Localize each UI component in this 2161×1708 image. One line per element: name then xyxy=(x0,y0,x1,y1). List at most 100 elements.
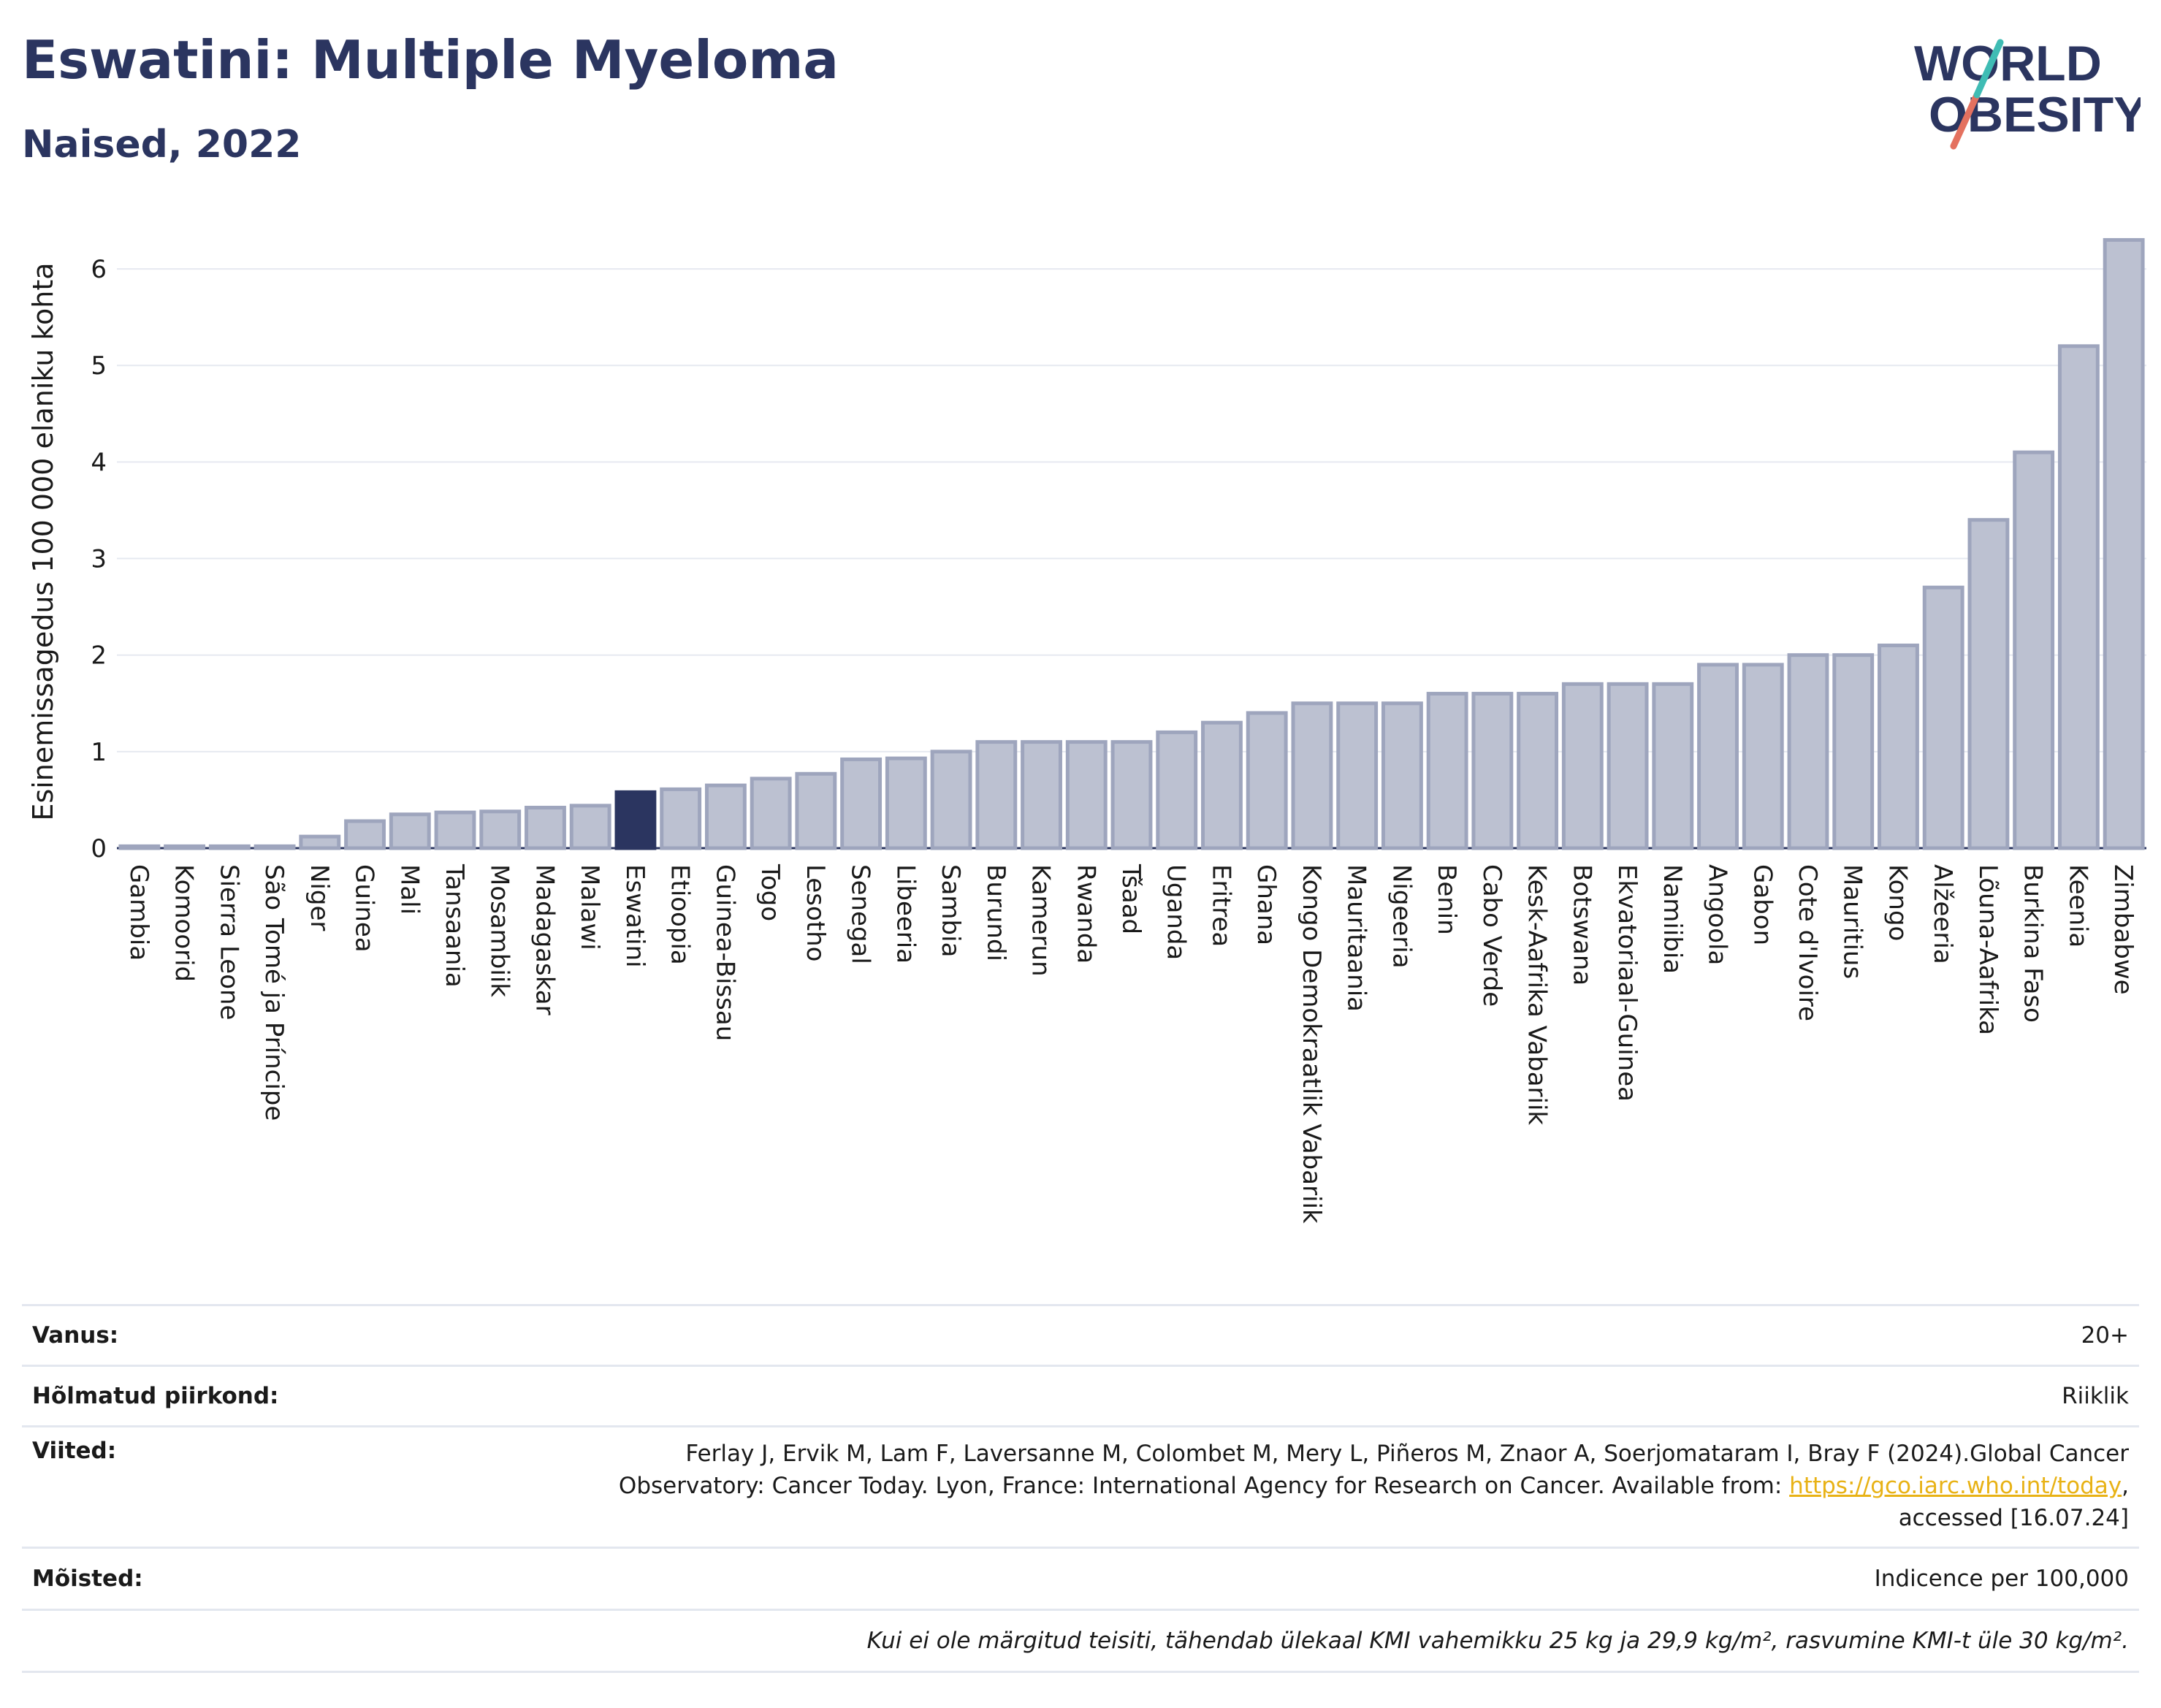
x-tick-label: Cote d'Ivoire xyxy=(1793,864,1822,1021)
bar-chart: 0 1 2 3 4 5 6 Gambia Komoorid Sierra Leone São To… xyxy=(27,237,2146,1224)
x-tick-label: Mauritius xyxy=(1838,864,1867,979)
info-table: Vanus: 20+ Hõlmatud piirkond: Riiklik Vi… xyxy=(22,1304,2139,1673)
bar-cabo-verde xyxy=(1471,692,1514,850)
bar-lesotho xyxy=(795,771,837,850)
x-tick-label: Etioopia xyxy=(666,864,695,965)
x-tick-label: Nigeeria xyxy=(1387,864,1416,969)
bar-libeeria xyxy=(885,756,927,850)
x-tick-label: Rwanda xyxy=(1071,864,1100,964)
bar-gabon xyxy=(1742,663,1784,850)
bar-niger xyxy=(299,834,341,850)
x-tick-label: Libeeria xyxy=(891,864,920,964)
bar-keenia xyxy=(2057,344,2100,850)
x-tick-label: São Tomé ja Príncipe xyxy=(259,864,289,1121)
x-tick-label: Gambia xyxy=(124,864,153,961)
age-label: Vanus: xyxy=(32,1322,119,1349)
chart-title: Eswatini: Multiple Myeloma xyxy=(22,29,839,91)
bar-cote-d-ivoire xyxy=(1787,653,1829,850)
y-tick-label: 3 xyxy=(91,545,107,574)
bars xyxy=(118,237,2145,850)
bar-kesk-aafrika-vabariik xyxy=(1517,692,1559,850)
bar-benin xyxy=(1426,692,1468,850)
y-tick-label: 6 xyxy=(91,255,107,284)
logo-text-obesity: OBESITY xyxy=(1929,87,2141,142)
x-tick-label: Malawi xyxy=(575,864,604,950)
x-tick-label: Kamerun xyxy=(1026,864,1056,977)
bar-mauritius xyxy=(1832,653,1875,850)
y-axis-label: Esinemissagedus 100 000 elaniku kohta xyxy=(27,262,59,820)
bar-togo xyxy=(750,777,792,850)
age-value: 20+ xyxy=(2081,1322,2129,1349)
x-tick-label: Komoorid xyxy=(169,864,199,982)
bar-mali xyxy=(389,812,431,850)
bar-sambia xyxy=(930,750,972,850)
x-tick-label: Eritrea xyxy=(1206,864,1235,947)
regions-label: Hõlmatud piirkond: xyxy=(32,1383,279,1409)
bar-ghana xyxy=(1246,711,1288,850)
x-tick-label: Namiibia xyxy=(1658,864,1687,974)
bar-kamerun xyxy=(1021,740,1062,850)
y-tick-label: 1 xyxy=(91,738,107,767)
info-row-age: Vanus: 20+ xyxy=(22,1304,2139,1365)
logo-text-world: WORLD xyxy=(1914,36,2102,91)
info-row-definitions: Mõisted: Indicence per 100,000 xyxy=(22,1547,2139,1609)
x-tick-label: Cabo Verde xyxy=(1477,864,1506,1007)
bar-guinea-bissau xyxy=(704,783,747,850)
bar-gambia xyxy=(118,844,161,850)
footnote: Kui ei ole märgitud teisiti, tähendab ül… xyxy=(866,1628,2129,1654)
x-tick-label: Ekvatoriaal-Guinea xyxy=(1612,864,1642,1102)
x-tick-label: Zimbabwe xyxy=(2108,864,2138,995)
bar-komoorid xyxy=(164,844,206,850)
bar-kongo-demokraatlik-vabariik xyxy=(1291,701,1333,850)
bar-burundi xyxy=(975,740,1018,850)
x-tick-label: Gabon xyxy=(1748,864,1777,945)
x-tick-label: Burundi xyxy=(981,864,1010,961)
refs-link[interactable]: https://gco.iarc.who.int/today xyxy=(1789,1473,2122,1499)
bar-t-aad xyxy=(1110,740,1153,850)
x-tick-label: Guinea xyxy=(350,864,379,953)
x-tick-label: Madagaskar xyxy=(530,864,559,1015)
bar-malawi xyxy=(569,804,611,850)
x-tick-label: Togo xyxy=(755,863,785,921)
bar-etioopia xyxy=(660,787,702,850)
y-tick-label: 4 xyxy=(91,448,107,477)
bar-namiibia xyxy=(1652,682,1694,850)
bar-angoola xyxy=(1697,663,1739,850)
bar-al-eeria xyxy=(1922,585,1964,850)
x-tick-label: Botswana xyxy=(1567,864,1596,985)
x-tick-label: Lesotho xyxy=(801,864,830,961)
chart-subtitle: Naised, 2022 xyxy=(22,123,302,167)
refs-label: Viited: xyxy=(32,1438,117,1464)
x-tick-label: Niger xyxy=(305,864,334,931)
y-tick-label: 2 xyxy=(91,641,107,671)
info-row-references: Viited: Ferlay J, Ervik M, Lam F, Lavers… xyxy=(22,1425,2139,1547)
info-row-footnote: Kui ei ole märgitud teisiti, tähendab ül… xyxy=(22,1609,2139,1673)
refs-line-2: Observatory: Cancer Today. Lyon, France:… xyxy=(618,1473,1790,1499)
bar-mauritaania xyxy=(1336,701,1379,850)
bar-tansaania xyxy=(434,810,476,850)
bar-eritrea xyxy=(1201,720,1243,850)
bar-ekvatoriaal-guinea xyxy=(1607,682,1649,850)
x-tick-label: Eswatini xyxy=(620,864,649,968)
bar-l-una-aafrika xyxy=(1967,518,2010,850)
x-tick-label: Tšaad xyxy=(1116,863,1146,934)
defs-value: Indicence per 100,000 xyxy=(1874,1566,2129,1592)
x-tick-label: Tansaania xyxy=(440,863,469,988)
bar-eswatini xyxy=(614,790,657,850)
x-tick-label: Angoola xyxy=(1703,864,1732,965)
refs-line-3: accessed [16.07.24] xyxy=(1898,1505,2129,1531)
x-tick-label: Keenia xyxy=(2063,864,2092,948)
x-tick-label: Sambia xyxy=(936,864,965,957)
x-tick-label: Mauritaania xyxy=(1342,864,1371,1012)
x-tick-label: Ghana xyxy=(1251,864,1281,945)
bar-s-o-tom-ja-pr-ncipe xyxy=(254,844,296,850)
bar-burkina-faso xyxy=(2013,450,2055,850)
x-tick-label: Kesk-Aafrika Vabariik xyxy=(1522,864,1552,1125)
x-tick-label: Lõuna-Aafrika xyxy=(1973,864,2002,1035)
x-tick-label: Benin xyxy=(1432,864,1461,935)
x-tick-label: Kongo Demokraatlik Vabariik xyxy=(1297,864,1326,1224)
regions-value: Riiklik xyxy=(2062,1383,2129,1409)
y-tick-label: 0 xyxy=(91,834,107,863)
x-tick-label: Burkina Faso xyxy=(2019,864,2048,1023)
bar-kongo xyxy=(1878,643,1919,850)
